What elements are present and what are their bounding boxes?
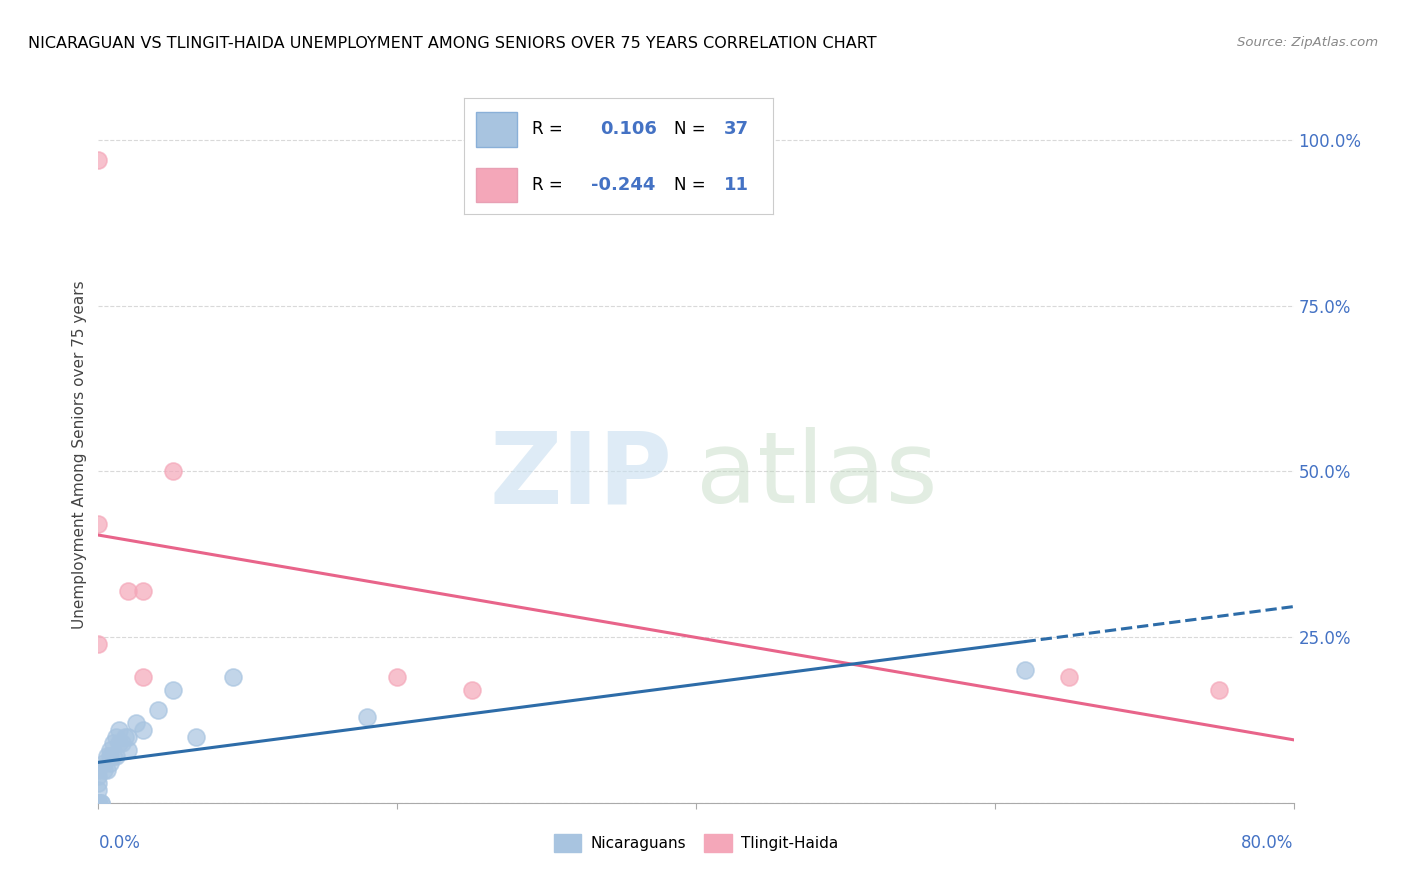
- Point: [184, 730, 207, 744]
- Text: 0.0%: 0.0%: [98, 834, 141, 852]
- Point: [1059, 670, 1081, 684]
- Point: [93, 763, 115, 777]
- Point: [132, 670, 155, 684]
- Point: [162, 683, 184, 698]
- Point: [105, 730, 128, 744]
- Point: [111, 736, 134, 750]
- Point: [98, 756, 122, 770]
- Point: [132, 723, 155, 737]
- Point: [87, 763, 110, 777]
- Point: [114, 730, 136, 744]
- Point: [105, 749, 128, 764]
- Text: N =: N =: [675, 120, 706, 138]
- Point: [103, 749, 125, 764]
- Point: [385, 670, 409, 684]
- Point: [148, 703, 170, 717]
- Point: [356, 709, 378, 723]
- Point: [87, 637, 110, 651]
- Text: Source: ZipAtlas.com: Source: ZipAtlas.com: [1237, 36, 1378, 49]
- Point: [96, 763, 118, 777]
- Text: -0.244: -0.244: [591, 176, 655, 194]
- Point: [87, 796, 110, 810]
- Text: R =: R =: [531, 120, 562, 138]
- Point: [87, 796, 110, 810]
- Text: 80.0%: 80.0%: [1241, 834, 1294, 852]
- Text: atlas: atlas: [696, 427, 938, 524]
- Point: [87, 796, 110, 810]
- Point: [117, 730, 139, 744]
- Point: [90, 796, 112, 810]
- Point: [87, 153, 110, 167]
- Point: [96, 749, 118, 764]
- Point: [87, 796, 110, 810]
- Point: [132, 583, 155, 598]
- Point: [117, 583, 139, 598]
- Point: [87, 517, 110, 532]
- Point: [461, 683, 484, 698]
- Text: 11: 11: [724, 176, 749, 194]
- Text: NICARAGUAN VS TLINGIT-HAIDA UNEMPLOYMENT AMONG SENIORS OVER 75 YEARS CORRELATION: NICARAGUAN VS TLINGIT-HAIDA UNEMPLOYMENT…: [28, 36, 877, 51]
- Point: [90, 796, 112, 810]
- Point: [1014, 663, 1036, 677]
- Text: R =: R =: [531, 176, 562, 194]
- Y-axis label: Unemployment Among Seniors over 75 years: Unemployment Among Seniors over 75 years: [72, 281, 87, 629]
- Point: [87, 776, 110, 790]
- Point: [103, 736, 125, 750]
- Point: [222, 670, 245, 684]
- Point: [117, 743, 139, 757]
- Text: 0.106: 0.106: [600, 120, 657, 138]
- Point: [125, 716, 148, 731]
- Point: [108, 723, 131, 737]
- Text: 37: 37: [724, 120, 749, 138]
- Legend: Nicaraguans, Tlingit-Haida: Nicaraguans, Tlingit-Haida: [547, 828, 845, 858]
- Point: [87, 796, 110, 810]
- Point: [87, 782, 110, 797]
- Point: [108, 736, 131, 750]
- Text: N =: N =: [675, 176, 706, 194]
- FancyBboxPatch shape: [477, 168, 516, 202]
- Text: ZIP: ZIP: [489, 427, 672, 524]
- Point: [1208, 683, 1230, 698]
- Point: [87, 796, 110, 810]
- Point: [87, 769, 110, 783]
- Point: [93, 756, 115, 770]
- Point: [98, 749, 122, 764]
- FancyBboxPatch shape: [477, 112, 516, 147]
- Point: [162, 465, 184, 479]
- Point: [98, 743, 122, 757]
